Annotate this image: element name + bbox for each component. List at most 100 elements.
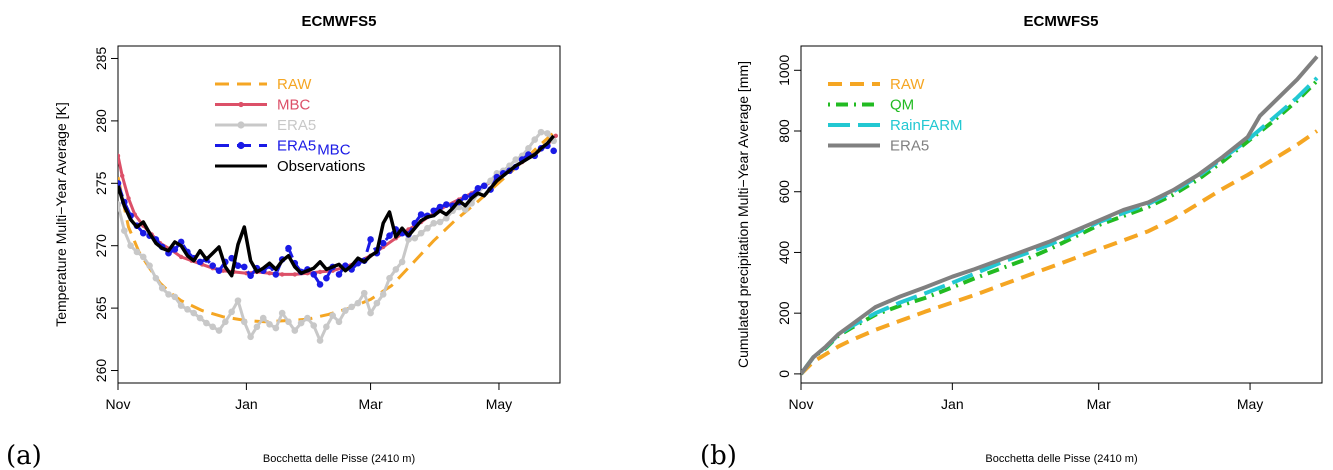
data-point	[267, 270, 272, 276]
y-tick-label: 265	[93, 296, 109, 320]
data-point	[329, 312, 336, 319]
data-point	[184, 306, 191, 313]
data-point	[360, 289, 368, 297]
legend-label: RainFARM	[890, 117, 963, 134]
data-point	[118, 179, 122, 187]
data-point	[417, 229, 425, 237]
legend-entry: RainFARM	[828, 117, 963, 134]
y-tick-label: 280	[93, 109, 109, 133]
series-line	[118, 144, 555, 286]
data-point	[120, 173, 125, 179]
data-point	[228, 308, 235, 316]
y-tick-label: 260	[93, 359, 109, 383]
data-point	[222, 318, 229, 326]
legend-entry: RAW	[215, 76, 312, 93]
data-point	[537, 128, 545, 136]
data-point	[126, 196, 131, 201]
data-point	[304, 314, 311, 322]
data-point	[461, 206, 469, 213]
legend-label: ERA5	[277, 138, 316, 155]
data-point	[348, 303, 355, 311]
data-point	[525, 145, 532, 152]
chart-title: ECMWFS5	[1024, 13, 1099, 30]
data-point	[392, 266, 400, 273]
series-era5	[118, 128, 557, 344]
data-point	[196, 258, 204, 266]
legend-marker	[237, 121, 245, 129]
x-tick-label: Jan	[235, 396, 258, 412]
data-point	[461, 193, 469, 201]
data-point	[317, 269, 323, 275]
data-point	[139, 253, 147, 261]
data-point	[146, 262, 153, 269]
y-axis-label: Cumulated precipitation Multi−Year Avera…	[735, 61, 751, 368]
legend-entry: QM	[828, 97, 914, 114]
legend-label: QM	[890, 97, 914, 114]
data-point	[379, 239, 387, 247]
panel-label: (a)	[6, 441, 42, 470]
data-point	[379, 291, 387, 298]
data-point	[405, 236, 412, 243]
chart-title: ECMWFS5	[302, 13, 377, 30]
series-era5	[801, 55, 1319, 376]
x-tick-label: Mar	[1087, 396, 1111, 412]
data-point	[152, 274, 160, 282]
data-point	[323, 323, 330, 331]
data-point	[323, 274, 330, 282]
data-point	[158, 284, 166, 292]
series-line	[118, 134, 556, 278]
data-point	[417, 211, 425, 218]
x-tick-label: Nov	[106, 396, 131, 412]
data-point	[443, 214, 450, 222]
data-point	[285, 318, 292, 326]
data-point	[531, 136, 539, 143]
data-point	[215, 267, 223, 274]
legend-label: RAW	[890, 76, 925, 93]
data-point	[171, 246, 179, 253]
data-point	[118, 201, 122, 208]
data-point	[411, 234, 419, 242]
data-point	[178, 254, 184, 260]
data-point	[234, 297, 242, 304]
data-point	[247, 333, 254, 341]
data-point	[121, 227, 128, 235]
legend-entry: ERA5	[828, 138, 929, 155]
data-point	[285, 244, 292, 252]
legend-label: RAW	[277, 76, 312, 93]
x-axis-label: Bocchetta delle Pisse (2410 m)	[985, 453, 1137, 465]
data-point	[247, 272, 254, 279]
data-point	[266, 321, 273, 328]
data-point	[259, 314, 267, 322]
data-point	[253, 323, 261, 331]
legend-label-subscript: MBC	[317, 142, 351, 159]
data-point	[474, 184, 482, 192]
chart-panel-1: ECMWFS5 Nov Jan Mar May 0 200 400 600 800 1000 Cumu…	[700, 13, 1323, 470]
y-tick-label: 600	[776, 180, 792, 204]
data-point	[291, 327, 299, 334]
data-point	[177, 302, 185, 309]
data-point	[203, 319, 210, 327]
legend-label: Observations	[277, 158, 365, 175]
data-point	[424, 224, 431, 232]
data-point	[335, 271, 343, 278]
data-point	[310, 322, 318, 329]
data-point	[487, 177, 494, 185]
data-point	[190, 309, 198, 317]
y-tick-label: 0	[776, 370, 792, 378]
data-point	[127, 242, 134, 250]
legend-entry: RAW	[828, 76, 925, 93]
series-line	[118, 130, 555, 343]
data-point	[367, 236, 374, 243]
data-point	[316, 281, 324, 288]
legend-entry: ERA5	[215, 117, 316, 134]
data-point	[279, 272, 285, 277]
data-point	[133, 248, 141, 256]
series-raw	[801, 129, 1319, 376]
data-point	[480, 182, 488, 190]
data-point	[386, 232, 393, 240]
data-point	[118, 153, 121, 159]
y-tick-label: 270	[93, 234, 109, 258]
plot-frame	[800, 45, 1323, 384]
data-point	[272, 271, 280, 278]
